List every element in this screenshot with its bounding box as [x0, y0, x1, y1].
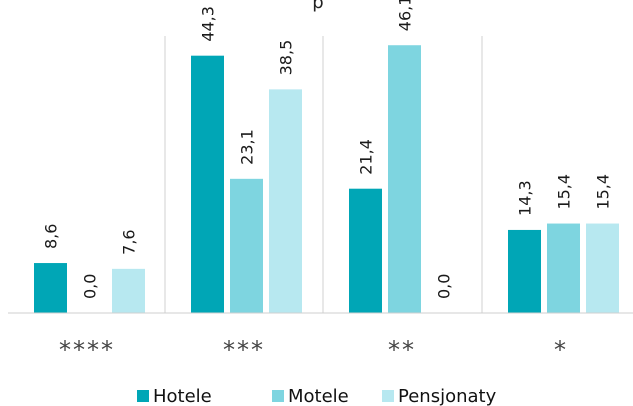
legend: Hotele Motele Pensjonaty: [137, 386, 497, 406]
legend-swatch-motele: [272, 390, 284, 402]
value-label-motele-3: 46,1: [396, 0, 415, 31]
bar-hotele-2: [191, 55, 224, 313]
bar-hotele-1: [34, 263, 67, 313]
value-label-motele-4: 15,4: [555, 174, 574, 210]
value-label-pensjonaty-3: 0,0: [435, 274, 454, 299]
legend-swatch-pensjonaty: [382, 390, 394, 402]
category-label-1: ****: [59, 336, 115, 364]
bar-motele-4: [547, 223, 580, 313]
value-label-pensjonaty-4: 15,4: [594, 174, 613, 210]
category-labels: **** *** ** *: [59, 336, 568, 364]
value-label-hotele-1: 8,6: [42, 224, 61, 249]
value-labels: 8,6 0,0 7,6 44,3 23,1 38,5 21,4 46,1 0,0 14,3 15,4…: [42, 0, 613, 299]
bar-hotele-3: [349, 188, 382, 313]
legend-swatch-hotele: [137, 390, 149, 402]
category-label-2: ***: [223, 336, 265, 364]
bar-motele-2: [230, 178, 263, 313]
legend-label-hotele: Hotele: [153, 386, 212, 406]
value-label-hotele-3: 21,4: [357, 139, 376, 175]
value-label-motele-1: 0,0: [81, 274, 100, 299]
bar-motele-3: [388, 45, 421, 313]
bar-pensjonaty-1: [112, 268, 145, 313]
bar-pensjonaty-2: [269, 89, 302, 313]
bar-pensjonaty-4: [586, 223, 619, 313]
value-label-pensjonaty-1: 7,6: [120, 229, 139, 254]
bar-hotele-4: [508, 229, 541, 313]
value-label-hotele-4: 14,3: [516, 180, 535, 216]
chart-title-fragment: p: [312, 0, 323, 13]
category-label-4: *: [554, 336, 568, 364]
bars: [34, 45, 619, 313]
value-label-motele-2: 23,1: [238, 129, 257, 165]
value-label-pensjonaty-2: 38,5: [277, 40, 296, 76]
group-separators: [164, 36, 483, 313]
legend-label-pensjonaty: Pensjonaty: [398, 386, 497, 406]
legend-label-motele: Motele: [288, 386, 349, 406]
category-label-3: **: [388, 336, 416, 364]
value-label-hotele-2: 44,3: [199, 6, 218, 42]
